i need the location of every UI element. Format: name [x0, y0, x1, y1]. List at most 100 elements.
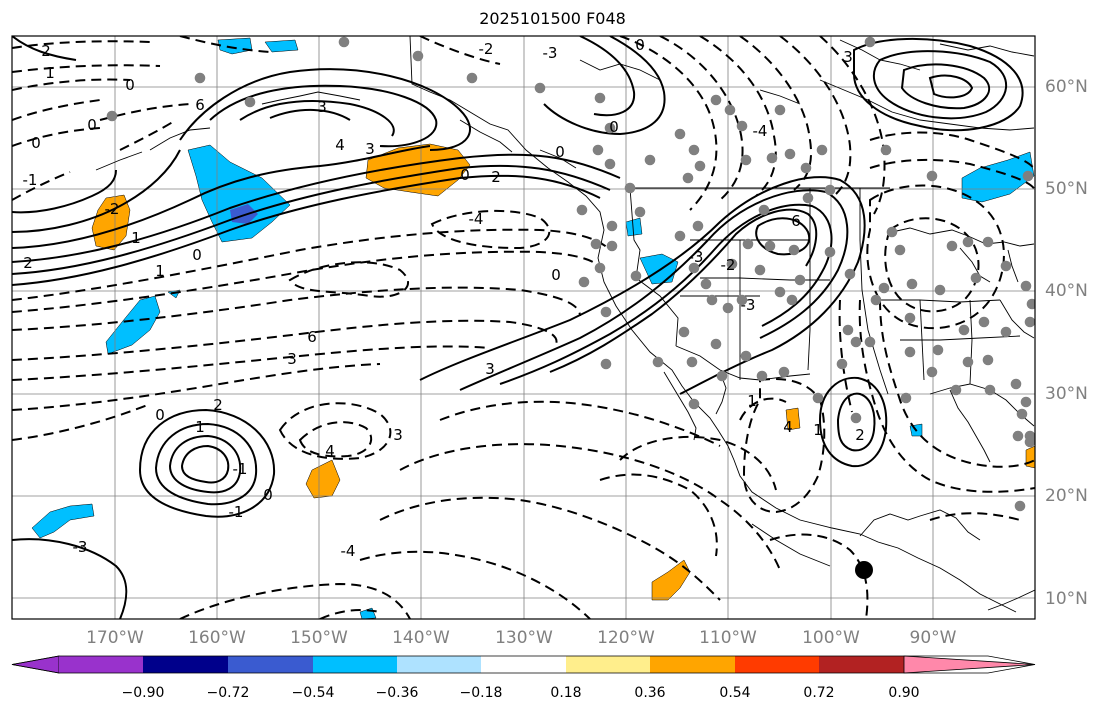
station-dot	[932, 344, 944, 356]
station-dot	[600, 358, 612, 370]
station-dot	[1024, 316, 1035, 328]
station-dots	[106, 36, 1035, 512]
contours-dashed	[12, 36, 1035, 619]
station-dot	[904, 312, 916, 324]
station-dot	[338, 36, 350, 48]
station-dot	[926, 170, 938, 182]
station-dot	[836, 358, 848, 370]
contour-label: 3	[287, 350, 297, 368]
station-dot	[1014, 500, 1026, 512]
lat-tick-label: 20°N	[1045, 486, 1088, 506]
station-dot	[742, 238, 754, 250]
contour-label: 0	[31, 134, 41, 152]
contour-label: -3	[689, 248, 704, 266]
contour-label: 4	[325, 442, 335, 460]
station-dot	[906, 278, 918, 290]
station-dot	[578, 276, 590, 288]
shade-negative	[105, 295, 161, 355]
lat-tick-label: 50°N	[1045, 179, 1088, 199]
station-dot	[716, 370, 728, 382]
lat-tick-label: 60°N	[1045, 77, 1088, 97]
station-dot	[692, 220, 704, 232]
station-dot	[946, 240, 958, 252]
contour-label: -3	[543, 44, 558, 62]
contour-label: 2	[23, 254, 33, 272]
station-dot	[764, 240, 776, 252]
contour-label: 0	[635, 36, 645, 54]
station-dot	[1024, 436, 1035, 448]
contour-label: 2	[491, 168, 501, 186]
station-dot	[824, 246, 836, 258]
shade-strong-negative	[230, 204, 258, 224]
shade-positive	[1025, 445, 1035, 469]
station-dot	[678, 326, 690, 338]
station-dot	[674, 230, 686, 242]
contour-label: 0	[192, 246, 202, 264]
station-dot	[1022, 170, 1034, 182]
contour-label: 6	[307, 328, 317, 346]
contour-label: 3	[317, 98, 327, 116]
station-dot	[700, 278, 712, 290]
station-dot	[694, 160, 706, 172]
station-dot	[1020, 280, 1032, 292]
colorbar-segment	[819, 656, 904, 673]
colorbar-tick-label: −0.36	[376, 685, 419, 701]
lat-tick-label: 40°N	[1045, 281, 1088, 301]
contour-label: 1	[747, 392, 757, 410]
station-dot	[904, 346, 916, 358]
station-dot	[958, 324, 970, 336]
station-dot	[870, 294, 882, 306]
contour-label: -1	[233, 460, 248, 478]
station-dot	[466, 72, 478, 84]
contour-label: 0	[155, 406, 165, 424]
station-dot	[1000, 326, 1012, 338]
station-dot	[604, 122, 616, 134]
lat-tick-label: 30°N	[1045, 384, 1088, 404]
station-dot	[688, 144, 700, 156]
map-frame	[11, 35, 1036, 620]
contour-label: 0	[551, 266, 561, 284]
contour-label: -3	[741, 296, 756, 314]
contour-label: 0	[87, 116, 97, 134]
contour-label: 4	[783, 418, 793, 436]
station-dot	[794, 274, 806, 286]
shade-negative	[264, 39, 299, 53]
station-dot	[850, 412, 862, 424]
station-dot	[950, 384, 962, 396]
colorbar-extend-high	[903, 655, 1036, 674]
station-dot	[576, 204, 588, 216]
station-dot	[756, 370, 768, 382]
contour-label: 3	[393, 426, 403, 444]
station-dot	[786, 294, 798, 306]
colorbar-segment	[143, 656, 228, 673]
map-title: 2025101500 F048	[479, 9, 626, 28]
station-dot	[1016, 408, 1028, 420]
station-dot	[788, 244, 800, 256]
station-dot	[880, 144, 892, 156]
colorbar-segment	[59, 656, 143, 673]
lon-tick-label: 140°W	[392, 628, 450, 648]
station-dot	[802, 192, 814, 204]
contour-label: 3	[485, 360, 495, 378]
lon-tick-label: 160°W	[188, 628, 246, 648]
station-dot	[594, 262, 606, 274]
station-dot	[682, 172, 694, 184]
colorbar-segment	[566, 656, 650, 673]
shade-positive	[305, 459, 341, 499]
contour-label: -4	[341, 542, 356, 560]
station-dot	[984, 384, 996, 396]
contour-label: 0	[609, 118, 619, 136]
lon-tick-label: 150°W	[290, 628, 348, 648]
colorbar-tick-label: −0.54	[292, 685, 335, 701]
contour-label: -2	[721, 256, 736, 274]
station-dot	[740, 154, 752, 166]
station-dot	[412, 50, 424, 62]
station-dot	[754, 264, 766, 276]
station-dot	[1012, 430, 1024, 442]
colorbar-segment	[735, 656, 819, 673]
station-dot	[624, 182, 636, 194]
station-dot	[726, 258, 738, 270]
shade-negative	[217, 37, 253, 55]
station-dot	[774, 104, 786, 116]
